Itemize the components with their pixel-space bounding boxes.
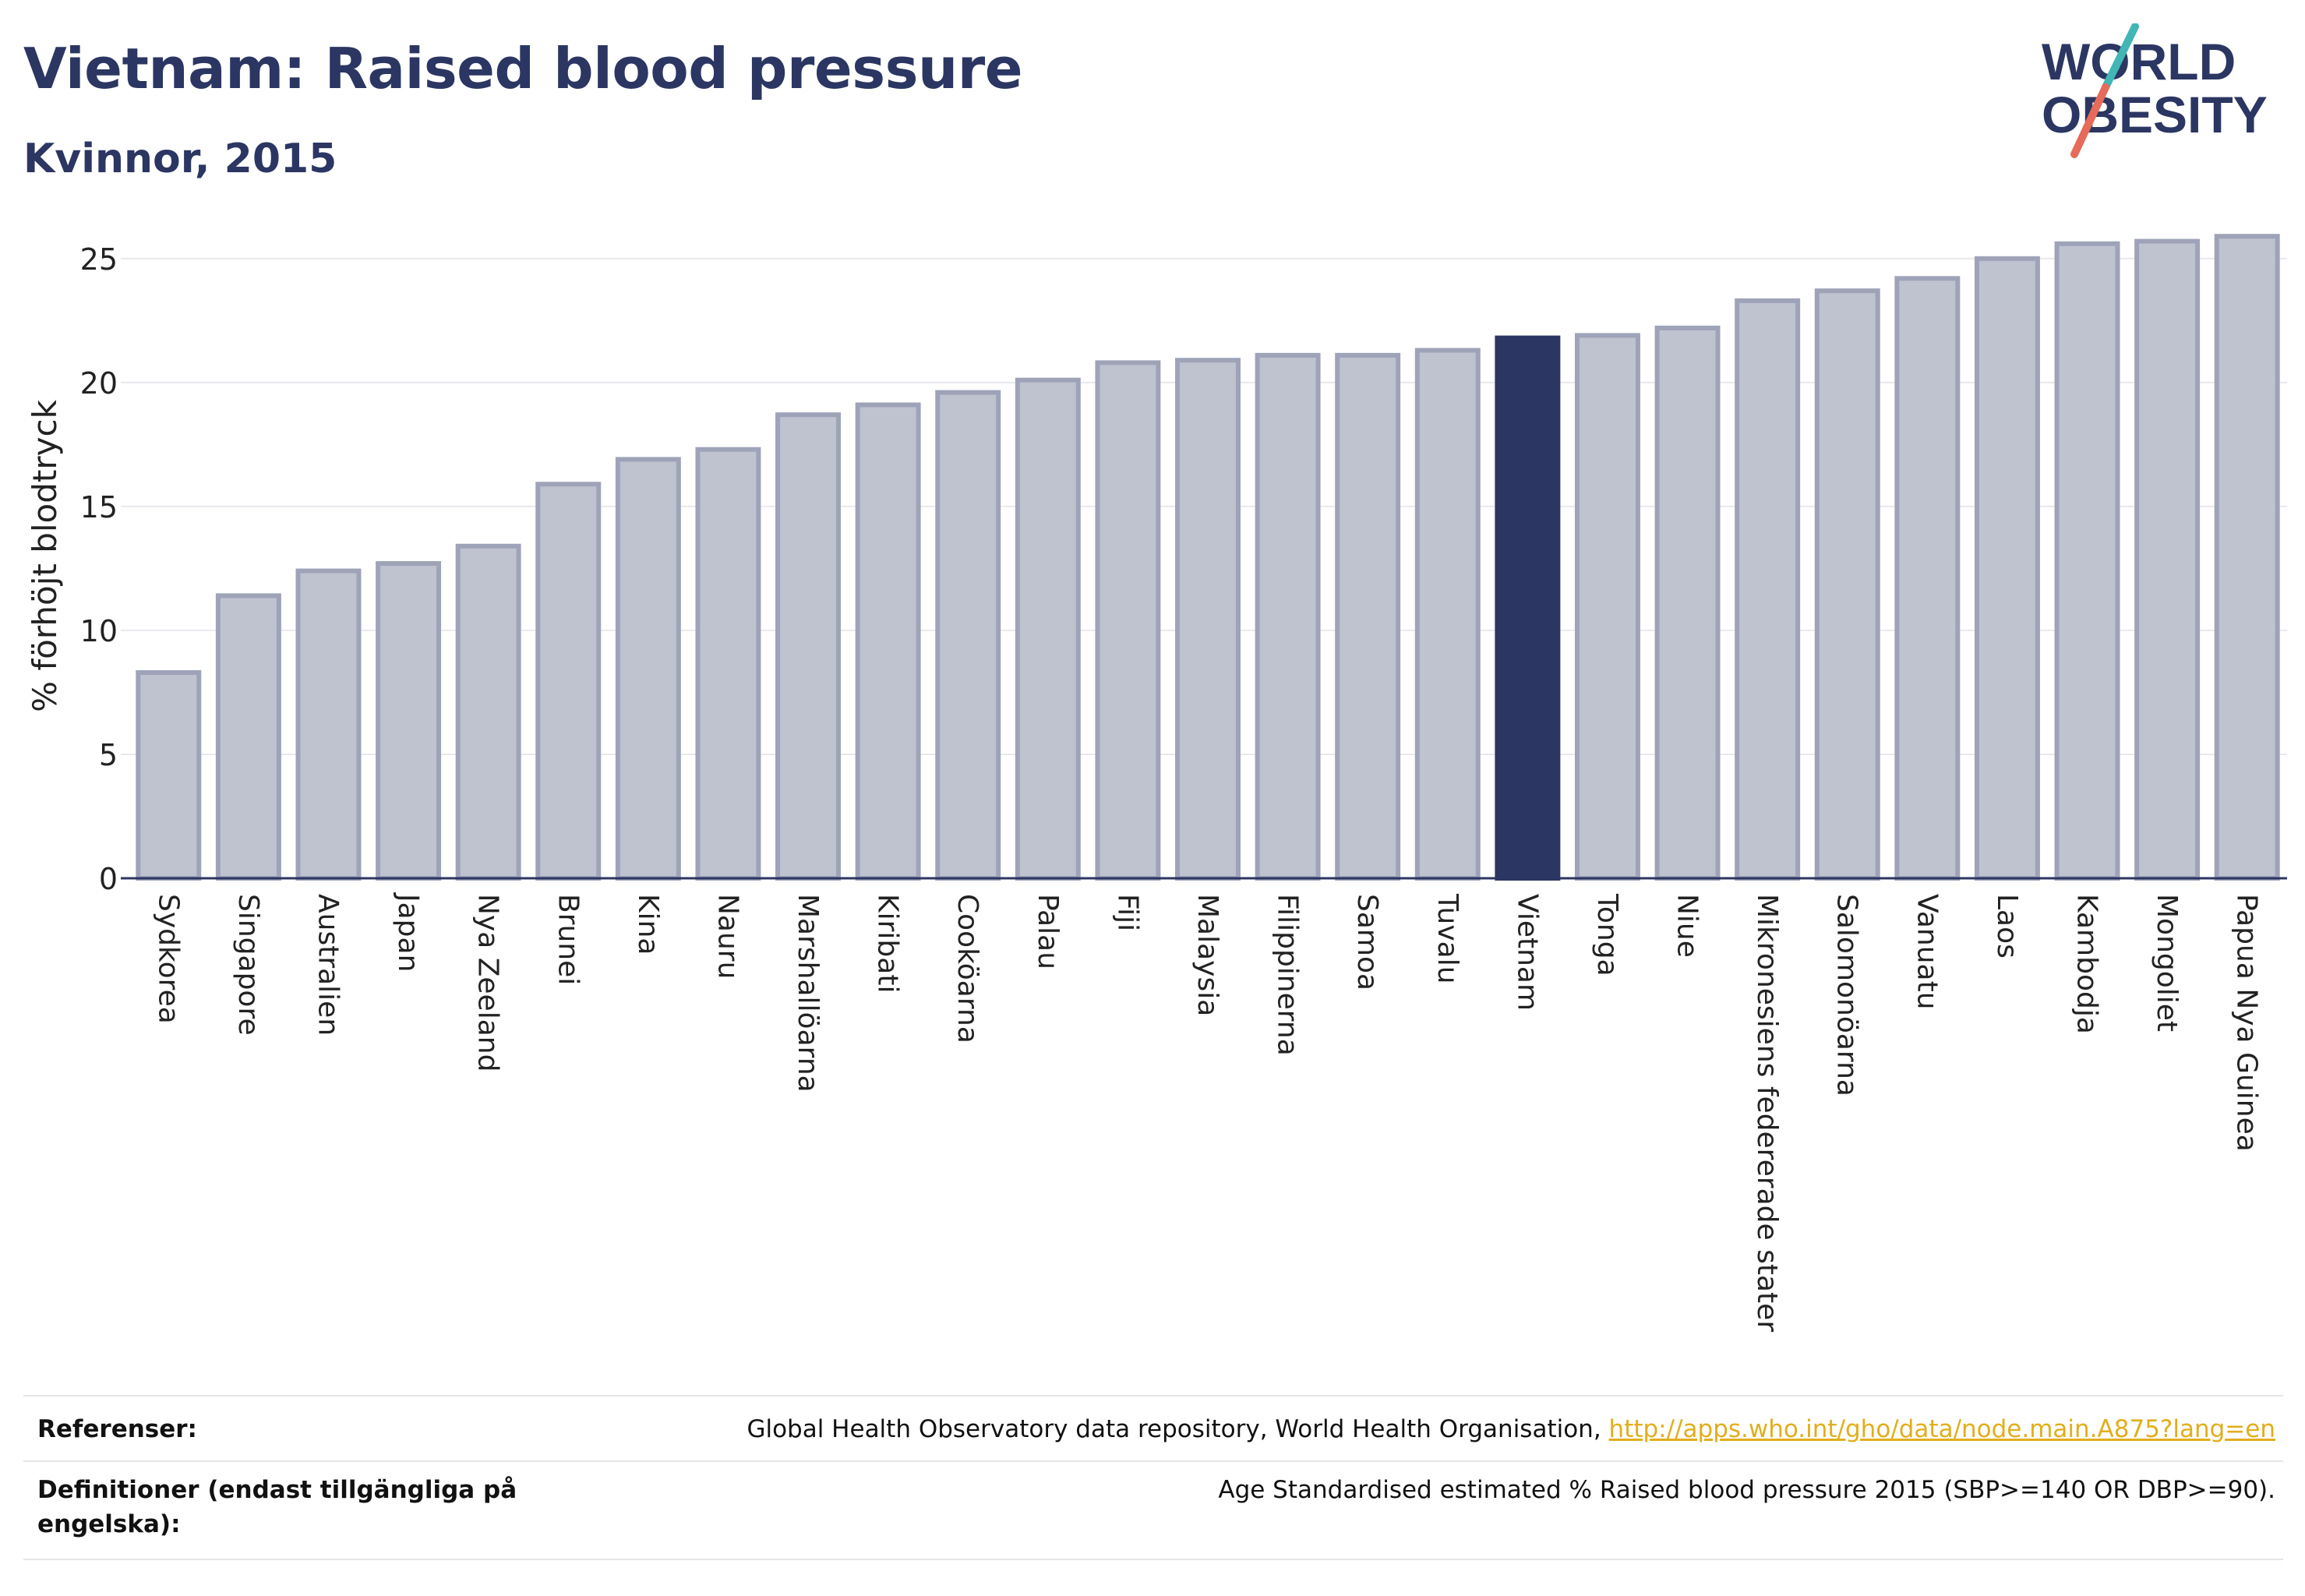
- x-tick-label: Papua Nya Guinea: [2231, 894, 2263, 1152]
- references-text: Global Health Observatory data repositor…: [747, 1415, 1609, 1443]
- definitions-label: Definitioner (endast tillgängliga på eng…: [37, 1476, 517, 1538]
- x-tick-label: Mongoliet: [2151, 894, 2183, 1032]
- x-tick-label: Vietnam: [1511, 894, 1543, 1011]
- bar: [615, 457, 681, 881]
- bar: [2134, 238, 2201, 881]
- chart-subtitle: Kvinnor, 2015: [23, 136, 337, 182]
- bar: [695, 447, 761, 881]
- bar: [2054, 241, 2120, 881]
- bar: [1175, 358, 1241, 881]
- x-tick-label: Australien: [312, 894, 344, 1036]
- logo-line-obesity: OBESITY: [2042, 86, 2268, 143]
- logo-slash-teal: [2102, 23, 2139, 91]
- x-tick-label: Tonga: [1591, 893, 1623, 976]
- chart-title: Vietnam: Raised blood pressure: [23, 36, 1023, 101]
- bar-chart: 0 5 10 15 20 25 % förhöjt blodtryck Sydkorea Sin…: [26, 234, 2287, 1332]
- x-tick-label: Samoa: [1351, 894, 1383, 990]
- bar: [455, 543, 521, 881]
- x-tick-label: Nauru: [711, 894, 743, 979]
- bar: [1974, 256, 2040, 881]
- bar: [376, 561, 442, 881]
- x-tick-label: Fiji: [1111, 894, 1143, 931]
- bar: [1814, 288, 1880, 881]
- definitions-value: Age Standardised estimated % Raised bloo…: [1218, 1476, 2275, 1504]
- references-row: Referenser: Global Health Observatory da…: [23, 1395, 2283, 1462]
- references-link[interactable]: http://apps.who.int/gho/data/node.main.A…: [1608, 1415, 2275, 1443]
- x-tick-label: Laos: [1991, 894, 2023, 959]
- x-tick-label: Brunei: [552, 894, 584, 985]
- references-value: Global Health Observatory data repositor…: [747, 1412, 2275, 1446]
- bar: [1015, 377, 1081, 881]
- y-tick-label: 10: [80, 614, 118, 648]
- bar: [1654, 325, 1721, 881]
- y-tick-label: 5: [99, 738, 118, 772]
- x-tick-label: Kina: [632, 894, 664, 955]
- x-tick-label: Filippinerna: [1272, 894, 1304, 1056]
- x-tick-label: Kambodja: [2071, 894, 2103, 1034]
- bar: [1255, 352, 1321, 881]
- bar: [535, 482, 602, 881]
- bar: [136, 669, 202, 881]
- x-tick-label: Tuvalu: [1431, 893, 1463, 984]
- y-axis-label: % förhöjt blodtryck: [26, 399, 64, 711]
- x-tick-label: Nya Zeeland: [472, 894, 504, 1072]
- bar: [775, 412, 842, 881]
- x-tick-label: Mikronesiens federerade stater: [1751, 894, 1783, 1332]
- y-tick-label: 0: [99, 862, 118, 896]
- bar: [1735, 298, 1801, 881]
- x-tick-label: Palau: [1032, 894, 1064, 969]
- y-tick-label: 25: [80, 242, 118, 277]
- x-tick-label: Japan: [392, 892, 424, 972]
- bar: [1574, 333, 1640, 881]
- bar-highlighted: [1495, 335, 1561, 881]
- bar: [215, 593, 281, 881]
- x-tick-label: Singapore: [232, 894, 264, 1036]
- bar: [1414, 348, 1481, 881]
- x-tick-label: Sydkorea: [152, 894, 184, 1024]
- bar: [295, 568, 362, 881]
- x-tick-label: Marshallöarna: [792, 894, 824, 1093]
- bar: [2214, 234, 2280, 881]
- bar: [935, 390, 1001, 881]
- logo-line-world: WORLD: [2042, 33, 2236, 90]
- references-label: Referenser:: [37, 1415, 197, 1443]
- x-tick-label: Kiribati: [872, 894, 904, 993]
- x-tick-label: Cooköarna: [951, 894, 983, 1043]
- y-tick-label: 20: [80, 366, 118, 401]
- logo-slash-coral: [2070, 83, 2109, 158]
- y-tick-label: 15: [80, 490, 118, 524]
- bar: [1095, 360, 1161, 881]
- x-tick-label: Vanuatu: [1911, 894, 1943, 1010]
- bar: [855, 402, 921, 881]
- bar: [1335, 352, 1401, 881]
- definitions-row: Definitioner (endast tillgängliga på eng…: [23, 1460, 2283, 1560]
- x-tick-label: Salomonöarna: [1831, 894, 1863, 1096]
- world-obesity-logo: WORLD OBESITY: [2042, 23, 2268, 158]
- x-tick-label: Niue: [1671, 894, 1703, 958]
- x-tick-label: Malaysia: [1191, 894, 1223, 1016]
- bar: [1894, 276, 1961, 881]
